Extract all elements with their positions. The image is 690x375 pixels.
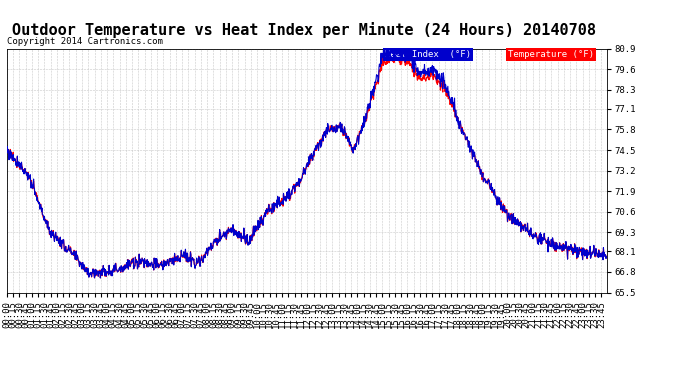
Text: Heat Index  (°F): Heat Index (°F) — [385, 50, 471, 59]
Text: Copyright 2014 Cartronics.com: Copyright 2014 Cartronics.com — [7, 38, 163, 46]
Text: Temperature (°F): Temperature (°F) — [508, 50, 594, 59]
Text: Outdoor Temperature vs Heat Index per Minute (24 Hours) 20140708: Outdoor Temperature vs Heat Index per Mi… — [12, 22, 595, 39]
